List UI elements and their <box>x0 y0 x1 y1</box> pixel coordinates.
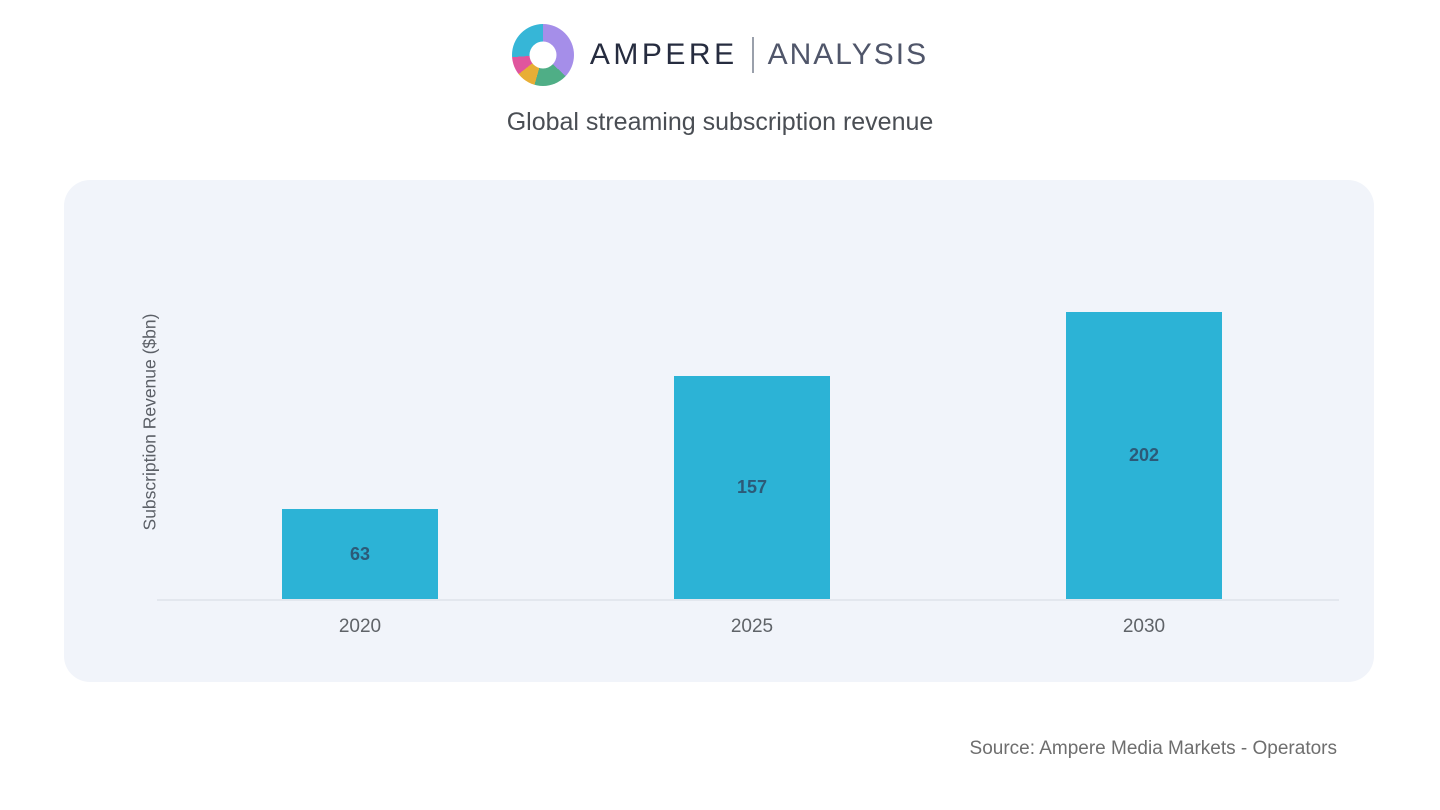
brand-name-primary: AMPERE <box>589 38 738 71</box>
x-axis-tick-label: 2020 <box>338 616 382 637</box>
x-axis-baseline <box>157 599 1339 601</box>
brand-name-secondary: ANALYSIS <box>767 38 929 71</box>
ampere-analysis-logo: AMPERE ANALYSIS <box>0 24 1440 86</box>
bar-chart-plot-area: 63 2020 157 2025 202 2030 <box>64 180 1374 682</box>
bar-value-label: 157 <box>736 477 768 497</box>
chart-title: Global streaming subscription revenue <box>506 108 934 136</box>
chart-panel: Subscription Revenue ($bn) 63 2020 157 2025… <box>64 180 1374 682</box>
bar-value-label: 202 <box>1128 445 1160 465</box>
logo-wordmark: AMPERE ANALYSIS <box>590 37 928 73</box>
source-attribution: Source: Ampere Media Markets - Operators <box>969 738 1337 759</box>
bar-2030: 202 <box>1066 312 1222 599</box>
bar-value-label: 63 <box>349 543 371 564</box>
bar-2025: 157 <box>674 376 830 599</box>
x-axis-tick-label: 2030 <box>1122 616 1166 637</box>
donut-chart-logo-icon <box>511 24 574 86</box>
x-axis-tick-label: 2025 <box>730 616 774 637</box>
brand-divider <box>751 37 754 73</box>
bar-2020: 63 <box>282 509 438 599</box>
donut-hole <box>529 41 557 69</box>
